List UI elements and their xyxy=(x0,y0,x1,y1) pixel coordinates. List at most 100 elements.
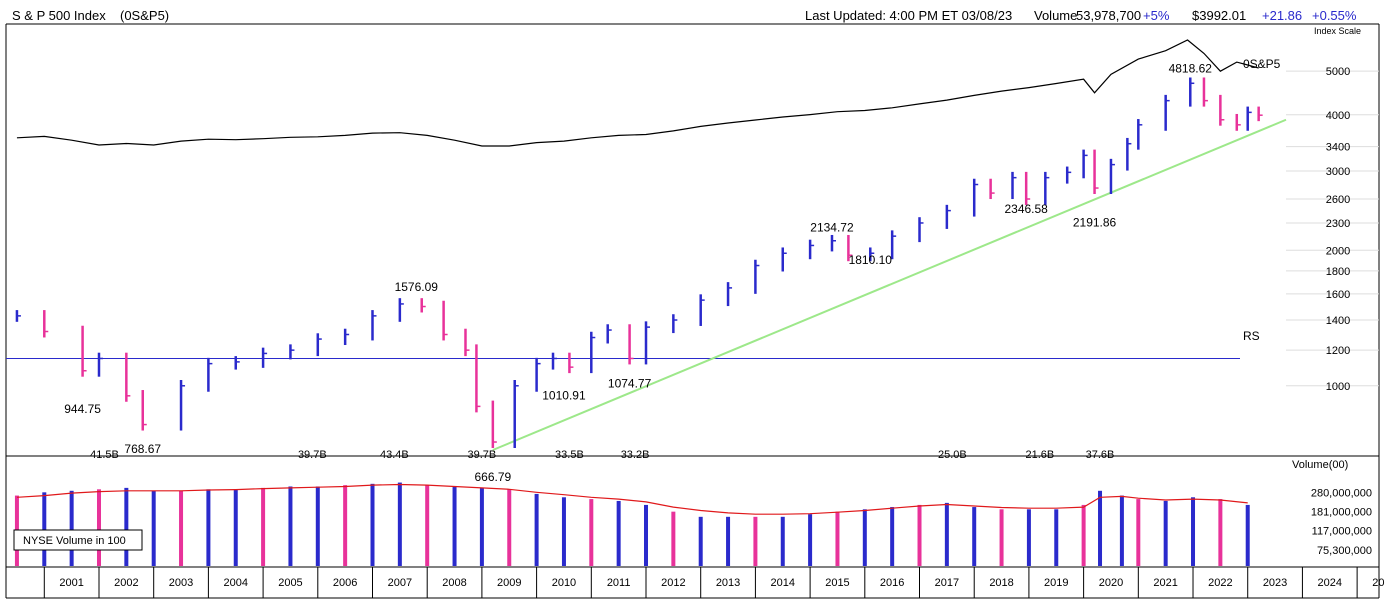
volume-bar xyxy=(589,499,594,566)
volume-bar xyxy=(1245,504,1250,566)
volume-legend-label: NYSE Volume in 100 xyxy=(23,535,126,547)
date-tick-label: 2008 xyxy=(442,577,466,589)
volume-bar xyxy=(698,516,703,566)
price-bars xyxy=(15,77,1263,448)
volume-peak-label: 41.5B xyxy=(90,449,119,461)
date-tick-label: 2007 xyxy=(388,577,412,589)
volume-bar xyxy=(917,504,922,566)
volume-bar xyxy=(1054,509,1059,566)
volume-peak-labels: 41.5B 39.7B 43.4B 39.7B 33.5B 33.2B 25.0B 21.6B… xyxy=(90,449,1114,461)
volume-tick-label: 75,300,000 xyxy=(1317,545,1372,557)
volume-peak-label: 39.7B xyxy=(298,449,327,461)
volume-bar xyxy=(726,516,731,566)
volume-bar xyxy=(753,516,758,566)
price-tick-label: 1600 xyxy=(1326,289,1350,301)
volume-peak-label: 39.7B xyxy=(468,449,497,461)
volume-bar xyxy=(315,486,320,566)
date-tick-label: 2013 xyxy=(716,577,740,589)
volume-bar xyxy=(671,511,676,566)
volume-bar xyxy=(534,493,539,566)
volume-peak-label: 43.4B xyxy=(380,449,409,461)
rs-label: RS xyxy=(1243,329,1260,343)
volume-bar xyxy=(261,487,266,566)
volume-bar xyxy=(561,497,566,566)
volume-bar xyxy=(124,487,129,566)
date-tick-label: 2006 xyxy=(333,577,357,589)
price-annotation: 1010.91 xyxy=(542,389,586,403)
volume-bar xyxy=(452,486,457,566)
volume-bar xyxy=(1218,499,1223,566)
date-tick-label: 2018 xyxy=(989,577,1013,589)
date-tick-label: 2016 xyxy=(880,577,904,589)
volume-bar xyxy=(96,489,101,566)
volume-bar xyxy=(1191,497,1196,566)
date-tick-label: 2019 xyxy=(1044,577,1068,589)
price-tick-label: 2300 xyxy=(1326,218,1350,230)
price-annotation: 4818.62 xyxy=(1169,61,1213,75)
date-tick-label: 2020 xyxy=(1099,577,1123,589)
volume-peak-label: 37.6B xyxy=(1086,449,1115,461)
volume-peak-label: 21.6B xyxy=(1025,449,1054,461)
price-change: +21.86 xyxy=(1262,8,1302,23)
volume-bar xyxy=(644,504,649,566)
volume-bar xyxy=(479,487,484,566)
trendline-group xyxy=(492,118,1287,451)
volume-bar xyxy=(1081,504,1086,566)
volume-tick-label: 181,000,000 xyxy=(1311,506,1372,518)
price-tick-label: 1000 xyxy=(1326,381,1350,393)
volume-peak-label: 33.5B xyxy=(555,449,584,461)
date-tick-label: 2005 xyxy=(278,577,302,589)
volume-bar xyxy=(1136,499,1141,566)
last-updated: Last Updated: 4:00 PM ET 03/08/23 xyxy=(805,8,1012,23)
date-tick-label: 2009 xyxy=(497,577,521,589)
volume-tick-label: 117,000,000 xyxy=(1312,526,1372,538)
price-annotation: 944.75 xyxy=(64,402,101,416)
date-tick-label: 2010 xyxy=(552,577,576,589)
volume-bar xyxy=(1163,500,1168,566)
volume-axis-title: Volume(00) xyxy=(1292,459,1348,471)
date-tick-label: 2014 xyxy=(771,577,795,589)
price-annotation: 2191.86 xyxy=(1073,215,1117,229)
date-axis: 2001 2002 2003 2004 2005 2006 2007 2008 2009 2010… xyxy=(43,567,1385,598)
rs-line-label: 0S&P5 xyxy=(1243,57,1281,71)
volume-legend-box xyxy=(13,529,143,551)
volume-bar xyxy=(425,485,430,566)
price-annotation: 1810.10 xyxy=(849,253,893,267)
chart-symbol: (0S&P5) xyxy=(120,8,169,23)
volume-peak-label: 25.0B xyxy=(938,449,967,461)
volume-change: +5% xyxy=(1143,8,1170,23)
volume-bar xyxy=(179,490,184,566)
price-annotation: 2346.58 xyxy=(1004,202,1048,216)
rs-line xyxy=(16,39,1259,147)
volume-bar xyxy=(151,490,156,566)
volume-bar xyxy=(944,502,949,566)
y-axis-title-top: Index Scale xyxy=(1314,26,1361,36)
volume-bars xyxy=(14,482,1250,566)
date-tick-label: 2011 xyxy=(607,577,631,589)
price-tick-label: 2600 xyxy=(1326,194,1350,206)
volume-bar xyxy=(999,509,1004,566)
volume-bar xyxy=(616,500,621,566)
date-tick-label: 2002 xyxy=(114,577,138,589)
price-tick-label: 2000 xyxy=(1326,245,1350,257)
price-tick-label: 1400 xyxy=(1326,315,1350,327)
date-tick-label: 2003 xyxy=(169,577,193,589)
price-annotation: 2134.72 xyxy=(810,221,854,235)
volume-bar xyxy=(288,486,293,566)
volume-y-ticks: 280,000,000 181,000,000 117,000,000 75,300,… xyxy=(1311,487,1372,556)
volume-bar xyxy=(206,489,211,566)
price-annotation: 1074.77 xyxy=(608,377,652,391)
date-tick-label: 2025 xyxy=(1372,577,1385,589)
price-annotations: 944.75 768.67 1576.09 666.79 1010.91 1074.77 2… xyxy=(64,61,1212,484)
price-tick-label: 1800 xyxy=(1326,266,1350,278)
volume-bar xyxy=(862,509,867,566)
date-tick-label: 2024 xyxy=(1318,577,1342,589)
price-y-ticks: 1000 1200 1400 1600 1800 2000 2300 2600 3000 3400… xyxy=(1326,66,1350,393)
volume-bar xyxy=(1098,490,1103,566)
volume-bar xyxy=(69,490,74,566)
price-tick-label: 5000 xyxy=(1326,66,1350,78)
volume-ma-line xyxy=(16,483,1248,515)
volume-ma xyxy=(16,483,1248,515)
volume-bar xyxy=(233,489,238,566)
